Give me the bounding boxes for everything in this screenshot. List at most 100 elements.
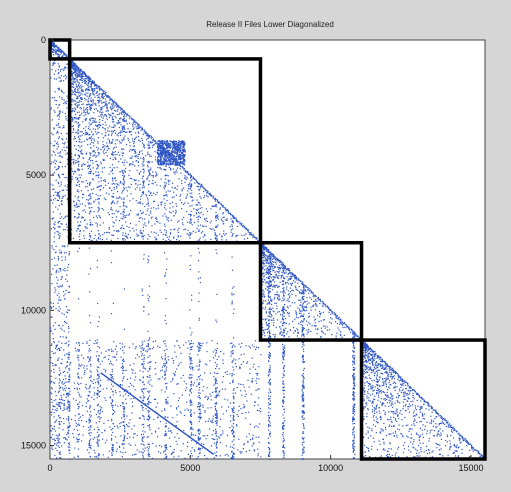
nonzero-point — [222, 212, 224, 214]
nonzero-point — [57, 48, 59, 50]
nonzero-point — [313, 325, 315, 327]
nonzero-point — [264, 318, 266, 320]
nonzero-point — [466, 441, 468, 443]
nonzero-point — [287, 312, 289, 314]
nonzero-point — [89, 339, 91, 341]
nonzero-point — [88, 159, 90, 161]
nonzero-point — [430, 407, 433, 410]
nonzero-point — [255, 237, 257, 239]
nonzero-point — [362, 409, 364, 411]
nonzero-point — [225, 239, 228, 241]
nonzero-point — [274, 259, 276, 261]
nonzero-point — [338, 319, 340, 321]
nonzero-point — [78, 205, 80, 207]
nonzero-point — [376, 404, 378, 406]
nonzero-point — [59, 442, 61, 444]
nonzero-point — [138, 139, 140, 141]
nonzero-point — [90, 379, 92, 381]
nonzero-point — [423, 399, 425, 401]
nonzero-point — [267, 323, 270, 325]
nonzero-point — [121, 148, 123, 150]
nonzero-point — [284, 278, 286, 280]
nonzero-point — [242, 226, 244, 228]
nonzero-point — [372, 416, 374, 418]
nonzero-point — [183, 203, 185, 205]
nonzero-point — [78, 224, 81, 226]
nonzero-point — [96, 87, 98, 89]
nonzero-point — [92, 178, 94, 180]
nonzero-point — [272, 333, 274, 336]
nonzero-point — [439, 415, 441, 417]
nonzero-point — [370, 372, 372, 374]
nonzero-point — [408, 387, 410, 389]
nonzero-point — [261, 252, 264, 254]
nonzero-point — [204, 234, 206, 236]
nonzero-point — [99, 224, 101, 226]
nonzero-point — [296, 314, 298, 316]
nonzero-point — [179, 168, 181, 170]
nonzero-point — [133, 145, 135, 147]
nonzero-point — [162, 233, 164, 236]
nonzero-point — [89, 202, 91, 204]
nonzero-point — [371, 356, 374, 358]
nonzero-point — [288, 292, 290, 295]
nonzero-point — [284, 318, 286, 320]
nonzero-point — [177, 236, 179, 238]
nonzero-point — [397, 415, 399, 417]
nonzero-point — [93, 94, 95, 96]
nonzero-point — [368, 348, 370, 350]
nonzero-point — [102, 96, 104, 98]
nonzero-point — [440, 438, 443, 440]
nonzero-point — [79, 224, 81, 226]
nonzero-point — [103, 101, 105, 103]
nonzero-point — [182, 166, 184, 168]
nonzero-point — [280, 264, 282, 266]
nonzero-point — [78, 169, 80, 172]
nonzero-point — [82, 157, 84, 159]
nonzero-point — [176, 167, 179, 169]
nonzero-point — [96, 92, 98, 94]
nonzero-point — [400, 433, 403, 435]
nonzero-point — [301, 293, 303, 295]
nonzero-point — [176, 239, 178, 241]
nonzero-point — [110, 363, 113, 365]
nonzero-point — [324, 304, 326, 306]
nonzero-point — [58, 310, 60, 312]
nonzero-point — [110, 134, 113, 136]
nonzero-point — [413, 441, 415, 443]
nonzero-point — [78, 117, 80, 119]
nonzero-point — [73, 201, 75, 203]
nonzero-point — [458, 446, 460, 448]
nonzero-point — [168, 183, 170, 185]
nonzero-point — [271, 315, 273, 317]
nonzero-point — [297, 329, 299, 331]
nonzero-point — [283, 289, 285, 291]
nonzero-point — [230, 213, 232, 215]
nonzero-point — [136, 169, 138, 171]
nonzero-point — [101, 133, 103, 135]
nonzero-point — [89, 414, 91, 416]
nonzero-point — [87, 103, 89, 105]
nonzero-point — [216, 239, 218, 242]
nonzero-point — [92, 82, 94, 84]
nonzero-point — [276, 308, 278, 310]
nonzero-point — [401, 413, 403, 415]
nonzero-point — [108, 148, 110, 150]
nonzero-point — [98, 121, 101, 124]
nonzero-point — [480, 453, 482, 455]
nonzero-point — [111, 448, 113, 451]
nonzero-point — [89, 384, 91, 387]
nonzero-point — [278, 285, 280, 288]
nonzero-point — [100, 177, 102, 179]
nonzero-point — [108, 141, 111, 143]
nonzero-point — [125, 187, 127, 189]
nonzero-point — [301, 315, 303, 317]
nonzero-point — [86, 199, 88, 201]
nonzero-point — [376, 374, 378, 376]
nonzero-point — [79, 107, 81, 109]
nonzero-point — [418, 396, 421, 398]
nonzero-point — [326, 326, 328, 328]
nonzero-point — [214, 238, 216, 240]
nonzero-point — [437, 432, 439, 434]
nonzero-point — [141, 236, 143, 238]
